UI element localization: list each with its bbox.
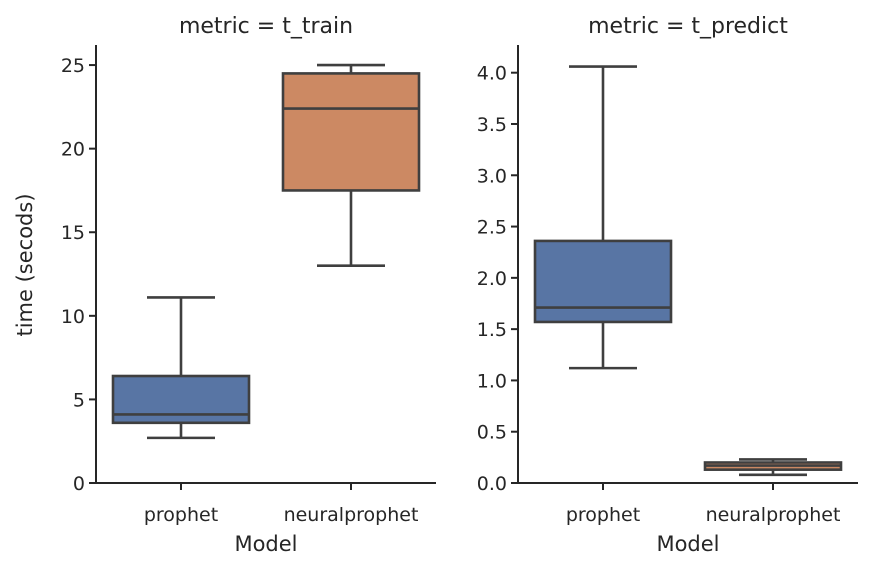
x-tick-label: neuralprophet — [284, 504, 419, 526]
x-axis-label: Model — [234, 532, 297, 556]
x-tick-label: prophet — [144, 504, 218, 526]
y-tick-label: 25 — [61, 55, 85, 77]
y-tick-label: 2.0 — [477, 268, 507, 290]
x-tick-label: neuralprophet — [706, 504, 841, 526]
x-axis-label: Model — [656, 532, 719, 556]
y-tick-label: 3.5 — [477, 114, 507, 136]
y-tick-label: 5 — [73, 389, 85, 411]
y-tick-label: 15 — [61, 222, 85, 244]
box-neuralprophet — [281, 63, 421, 267]
box-body — [533, 239, 673, 324]
y-tick-label: 20 — [61, 139, 85, 161]
panel-t-predict: metric = t_predict Model 0.0 0.5 1.0 1.5 2.0… — [477, 14, 858, 556]
y-tick-label: 0.5 — [477, 422, 507, 444]
y-tick-label: 4.0 — [477, 63, 507, 85]
panel-title: metric = t_predict — [588, 14, 788, 39]
y-axis-label: time (secods) — [13, 193, 37, 336]
box-prophet — [111, 296, 251, 440]
y-tick-label: 0.0 — [477, 473, 507, 495]
y-tick-label: 10 — [61, 306, 85, 328]
y-tick-label: 1.5 — [477, 319, 507, 341]
panel-title: metric = t_train — [179, 14, 353, 39]
panel-t-train: metric = t_train time (secods) Model 0 5 1… — [13, 14, 436, 556]
box-body — [281, 72, 421, 192]
y-tick-label: 3.0 — [477, 165, 507, 187]
box-neuralprophet — [703, 458, 843, 477]
box-prophet — [533, 65, 673, 370]
y-tick-label: 1.0 — [477, 370, 507, 392]
y-tick-label: 2.5 — [477, 217, 507, 239]
y-tick-label: 0 — [73, 473, 85, 495]
x-tick-label: prophet — [566, 504, 640, 526]
box-body — [111, 374, 251, 425]
